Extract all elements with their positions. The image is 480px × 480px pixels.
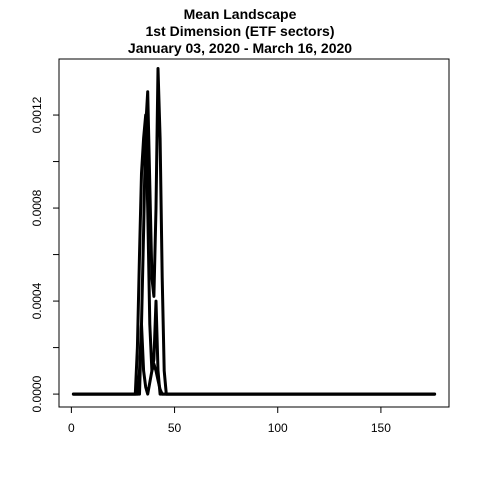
x-tick-label: 50 xyxy=(168,421,182,435)
series-line-3 xyxy=(71,322,437,396)
chart-subtitle: 1st Dimension (ETF sectors) xyxy=(145,23,335,39)
chart-date-range: January 03, 2020 - March 16, 2020 xyxy=(127,40,353,56)
y-tick-label: 0.0012 xyxy=(30,96,44,133)
y-tick-label: 0.0008 xyxy=(30,189,44,226)
x-tick-label: 0 xyxy=(68,421,75,435)
x-tick-label: 150 xyxy=(371,421,391,435)
plot-frame xyxy=(58,58,450,408)
series-line-2 xyxy=(71,113,437,396)
series-line-1 xyxy=(71,67,437,396)
y-tick-label: 0.0000 xyxy=(30,375,44,412)
chart-title: Mean Landscape xyxy=(183,6,297,22)
y-tick-label: 0.0004 xyxy=(30,282,44,319)
x-tick-label: 100 xyxy=(268,421,288,435)
